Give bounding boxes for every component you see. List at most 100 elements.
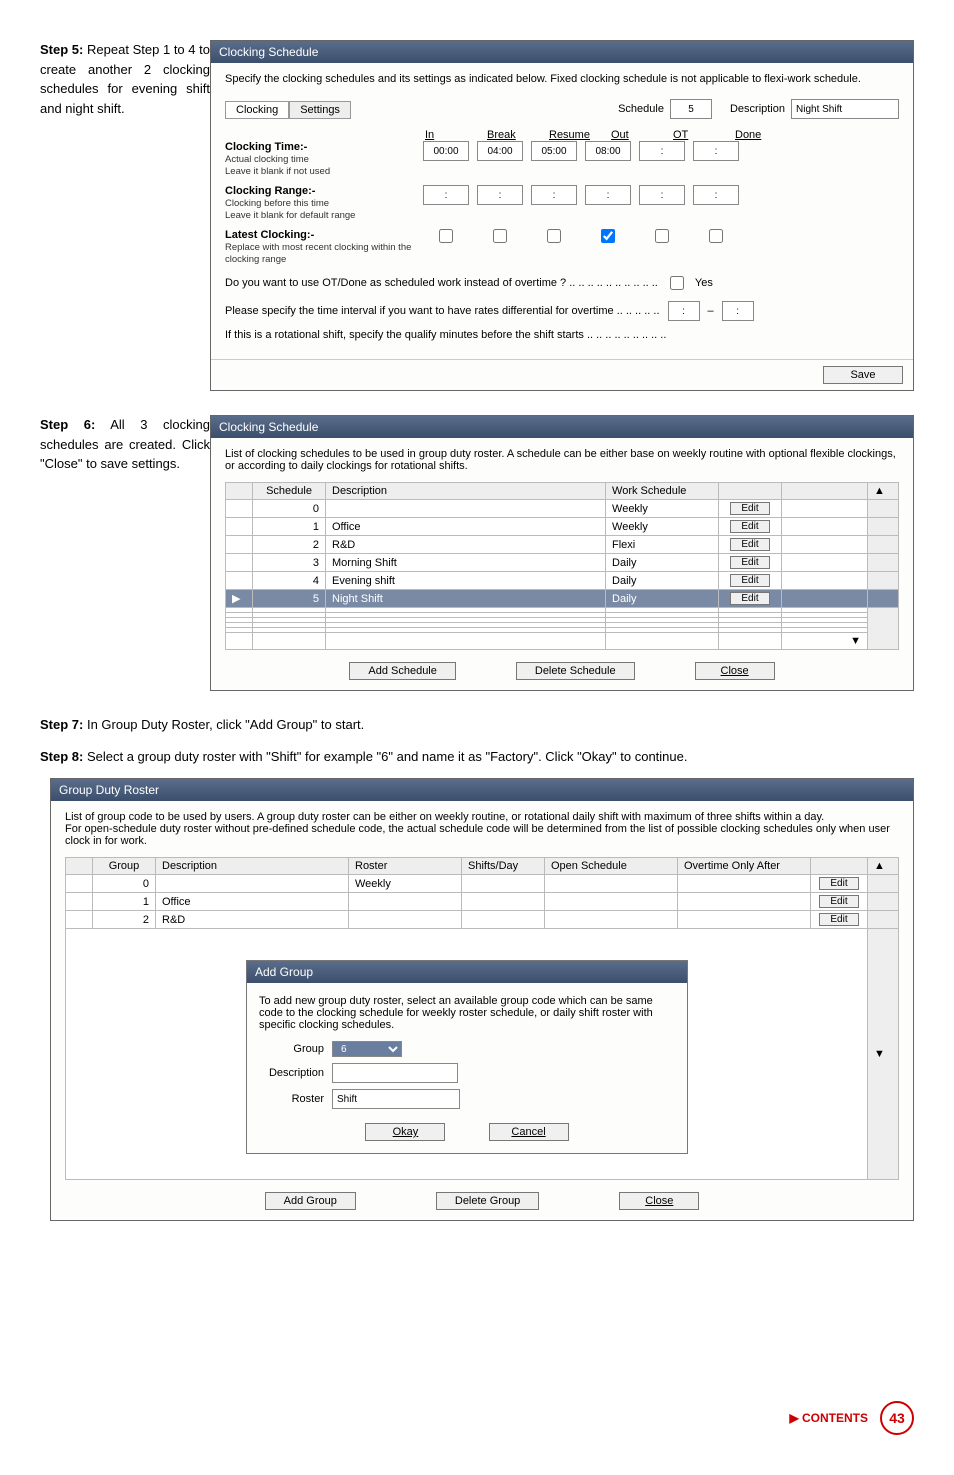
dialog1-title: Clocking Schedule [211, 41, 913, 63]
th-description: Description [326, 483, 606, 500]
table-row[interactable]: ▶5Night ShiftDailyEdit [226, 590, 899, 608]
r1-done[interactable] [693, 141, 739, 161]
add-group-dialog: Add Group To add new group duty roster, … [246, 960, 688, 1154]
inner-roster-input[interactable] [332, 1089, 460, 1109]
inner-group-label: Group [259, 1043, 324, 1055]
dialog3-title: Group Duty Roster [51, 779, 913, 801]
clocking-schedule-dialog-1: Clocking Schedule Specify the clocking s… [210, 40, 914, 391]
r3-ot[interactable] [655, 229, 669, 243]
r3-break[interactable] [493, 229, 507, 243]
r1-break[interactable] [477, 141, 523, 161]
q3-text: If this is a rotational shift, specify t… [225, 329, 666, 341]
clocking-schedule-dialog-2: Clocking Schedule List of clocking sched… [210, 415, 914, 691]
edit-button[interactable]: Edit [819, 895, 858, 908]
dialog1-intro: Specify the clocking schedules and its s… [225, 73, 899, 85]
description-label: Description [730, 103, 785, 115]
tabstrip: ClockingSettings [225, 100, 351, 118]
edit-button[interactable]: Edit [819, 877, 858, 890]
dialog2-title: Clocking Schedule [211, 416, 913, 438]
r3-label: Latest Clocking:- [225, 229, 314, 241]
save-button[interactable]: Save [823, 366, 903, 384]
table-row[interactable]: 2R&DFlexiEdit [226, 536, 899, 554]
page-number: 43 [880, 1401, 914, 1435]
q1-text: Do you want to use OT/Done as scheduled … [225, 277, 658, 289]
schedule-input[interactable] [670, 99, 712, 119]
group-duty-roster-dialog: Group Duty Roster List of group code to … [50, 778, 914, 1221]
table-row[interactable]: 1OfficeWeeklyEdit [226, 518, 899, 536]
dialog2-intro: List of clocking schedules to be used in… [225, 448, 899, 472]
add-group-button[interactable]: Add Group [265, 1192, 356, 1210]
r2-label: Clocking Range:- [225, 185, 315, 197]
step6-text: Step 6: All 3 clocking schedules are cre… [40, 415, 210, 474]
inner-desc-label: Description [259, 1067, 324, 1079]
close-button[interactable]: Close [695, 662, 775, 680]
delete-group-button[interactable]: Delete Group [436, 1192, 539, 1210]
r1-out[interactable] [585, 141, 631, 161]
col-done: Done [735, 129, 775, 141]
edit-button[interactable]: Edit [730, 574, 769, 587]
table-row[interactable]: 1OfficeEdit [66, 893, 899, 911]
table-row[interactable]: 0WeeklyEdit [226, 500, 899, 518]
step6-heading: Step 6: [40, 417, 95, 432]
r1-sub: Actual clocking time Leave it blank if n… [225, 154, 330, 177]
r2-break[interactable] [477, 185, 523, 205]
schedule-label: Schedule [618, 103, 664, 115]
r2-ot[interactable] [639, 185, 685, 205]
th-schedule: Schedule [253, 483, 326, 500]
r2-out[interactable] [585, 185, 631, 205]
th-roster: Roster [349, 858, 462, 875]
table-row[interactable]: 0WeeklyEdit [66, 875, 899, 893]
tab-settings[interactable]: Settings [289, 101, 351, 119]
col-out: Out [611, 129, 651, 141]
r3-out[interactable] [601, 229, 615, 243]
okay-button[interactable]: Okay [365, 1123, 445, 1141]
q2-to[interactable] [722, 301, 754, 321]
edit-button[interactable]: Edit [819, 913, 858, 926]
cancel-button[interactable]: Cancel [489, 1123, 569, 1141]
r2-in[interactable] [423, 185, 469, 205]
edit-button[interactable]: Edit [730, 520, 769, 533]
r2-resume[interactable] [531, 185, 577, 205]
r1-ot[interactable] [639, 141, 685, 161]
r3-resume[interactable] [547, 229, 561, 243]
q1-check[interactable] [670, 276, 684, 290]
step7-body: In Group Duty Roster, click "Add Group" … [83, 717, 364, 732]
r3-in[interactable] [439, 229, 453, 243]
col-ot: OT [673, 129, 713, 141]
th-group: Group [93, 858, 156, 875]
inner-desc-input[interactable] [332, 1063, 458, 1083]
edit-button[interactable]: Edit [730, 556, 769, 569]
step5-text: Step 5: Repeat Step 1 to 4 to create ano… [40, 40, 210, 118]
col-break: Break [487, 129, 527, 141]
r1-resume[interactable] [531, 141, 577, 161]
step8-text: Step 8: Select a group duty roster with … [40, 747, 914, 767]
th-overtime: Overtime Only After [678, 858, 811, 875]
r2-done[interactable] [693, 185, 739, 205]
q2-from[interactable] [668, 301, 700, 321]
table-row[interactable]: 3Morning ShiftDailyEdit [226, 554, 899, 572]
r2-sub: Clocking before this time Leave it blank… [225, 198, 355, 221]
edit-button[interactable]: Edit [730, 592, 769, 605]
description-input[interactable] [791, 99, 899, 119]
edit-button[interactable]: Edit [730, 502, 769, 515]
table-row[interactable]: 2R&DEdit [66, 911, 899, 929]
step7-heading: Step 7: [40, 717, 83, 732]
delete-schedule-button[interactable]: Delete Schedule [516, 662, 635, 680]
tab-clocking[interactable]: Clocking [225, 101, 289, 119]
group-table: Group Description Roster Shifts/Day Open… [65, 857, 899, 1180]
contents-link[interactable]: ▶ CONTENTS [789, 1411, 868, 1425]
r3-done[interactable] [709, 229, 723, 243]
r3-sub: Replace with most recent clocking within… [225, 242, 411, 265]
inner-group-select[interactable]: 6 [332, 1041, 402, 1057]
group-close-button[interactable]: Close [619, 1192, 699, 1210]
table-row[interactable]: 4Evening shiftDailyEdit [226, 572, 899, 590]
page-footer: ▶ CONTENTS 43 [40, 1401, 914, 1435]
add-schedule-button[interactable]: Add Schedule [349, 662, 456, 680]
th-open: Open Schedule [545, 858, 678, 875]
r1-in[interactable] [423, 141, 469, 161]
step5-heading: Step 5: [40, 42, 83, 57]
edit-button[interactable]: Edit [730, 538, 769, 551]
step6-row: Step 6: All 3 clocking schedules are cre… [40, 415, 914, 691]
q2-text: Please specify the time interval if you … [225, 305, 660, 317]
th-work-schedule: Work Schedule [606, 483, 719, 500]
